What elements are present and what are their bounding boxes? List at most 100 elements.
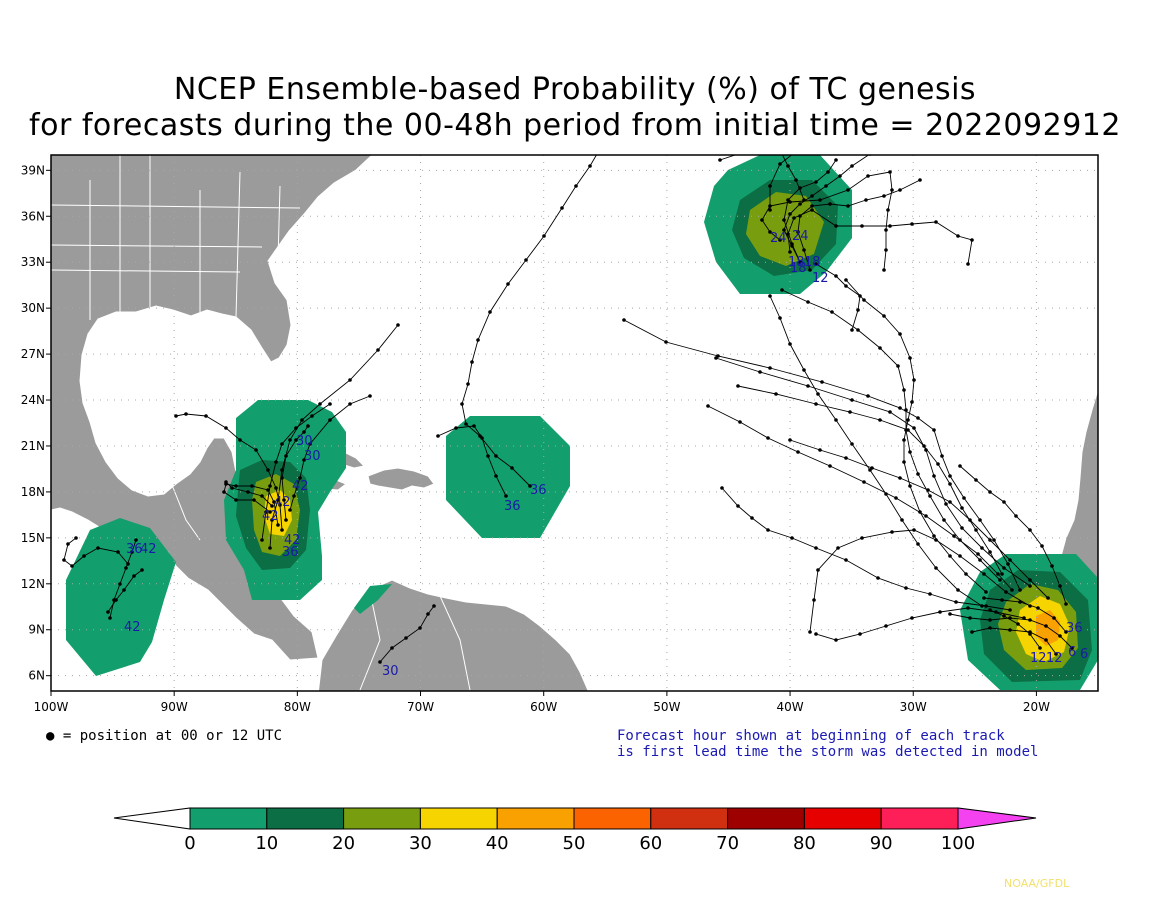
track-position-dot <box>916 542 920 546</box>
track-position-dot <box>830 310 834 314</box>
track-position-dot <box>542 234 546 238</box>
track-position-dot <box>980 604 984 608</box>
storm-track <box>971 627 1057 655</box>
track-position-dot <box>126 562 130 566</box>
track-position-dot <box>798 260 802 264</box>
track-position-dot <box>348 378 352 382</box>
track-position-dot <box>574 184 578 188</box>
track-position-dot <box>988 626 992 630</box>
track-position-dot <box>1008 616 1012 620</box>
track-position-dot <box>1018 588 1022 592</box>
genesis-area-pacific-10 <box>66 518 176 676</box>
hispaniola <box>367 467 435 491</box>
forecast-hour-label: 12 <box>812 271 829 286</box>
credit-label: NOAA/GFDL <box>1004 877 1070 890</box>
storm-track <box>109 539 137 619</box>
track-position-dot <box>1028 578 1032 582</box>
track-position-dot <box>174 414 178 418</box>
track-position-dot <box>510 466 514 470</box>
track-position-dot <box>962 496 966 500</box>
track-position-dot <box>810 194 814 198</box>
track-position-dot <box>936 462 940 466</box>
track-position-dot <box>882 194 886 198</box>
track-position-dot <box>862 298 866 302</box>
track-position-dot <box>274 460 278 464</box>
track-position-dot <box>928 494 932 498</box>
colorbar-label: 30 <box>409 833 432 854</box>
latitude-label: 39N <box>21 163 45 177</box>
forecast-hour-label: 30 <box>296 434 313 449</box>
genesis-area-colombia-10 <box>354 584 392 614</box>
track-position-dot <box>378 660 382 664</box>
track-position-dot <box>124 566 128 570</box>
track-position-dot <box>810 204 814 208</box>
track-position-dot <box>766 436 770 440</box>
track-position-dot <box>454 426 458 430</box>
colorbar-swatch <box>189 807 268 830</box>
track-position-dot <box>1002 500 1006 504</box>
track-position-dot <box>766 528 770 532</box>
track-position-dot <box>222 490 226 494</box>
track-position-dot <box>928 592 932 596</box>
track-position-dot <box>960 506 964 510</box>
track-position-dot <box>856 308 860 312</box>
track-position-dot <box>1006 562 1010 566</box>
track-position-dot <box>224 480 228 484</box>
track-position-dot <box>862 480 866 484</box>
forecast-hour-label: 36 <box>1066 621 1083 636</box>
colorbar-labels: 0 10 20 30 40 50 60 70 80 90 100 <box>184 833 975 854</box>
track-position-dot <box>204 414 208 418</box>
track-position-dot <box>870 466 874 470</box>
track-position-dot <box>280 442 284 446</box>
storm-track <box>623 319 1021 591</box>
track-position-dot <box>466 382 470 386</box>
track-position-dot <box>748 148 752 152</box>
track-position-dot <box>132 574 136 578</box>
track-position-dot <box>834 158 838 162</box>
colorbar-swatch <box>496 807 575 830</box>
track-position-dot <box>988 538 992 542</box>
track-position-dot <box>984 590 988 594</box>
track-position-dot <box>824 184 828 188</box>
longitude-label: 60W <box>530 700 557 714</box>
track-position-dot <box>738 420 742 424</box>
track-position-dot <box>912 426 916 430</box>
track-position-dot <box>866 174 870 178</box>
track-position-dot <box>778 148 782 152</box>
track-position-dot <box>768 184 772 188</box>
longitude-labels: 100W 90W 80W 70W 60W 50W 40W 30W 20W <box>34 700 1051 714</box>
track-position-dot <box>974 528 978 532</box>
colorbar-swatch <box>727 807 805 830</box>
track-position-dot <box>790 242 794 246</box>
forecast-hour-label: 18 <box>788 255 805 270</box>
latitude-label: 15N <box>21 531 45 545</box>
forecast-hour-label: 24 <box>792 229 809 244</box>
track-position-dot <box>924 514 928 518</box>
track-position-dot <box>834 638 838 642</box>
track-position-dot <box>750 516 754 520</box>
track-position-dot <box>768 208 772 212</box>
track-position-dot <box>978 558 982 562</box>
track-position-dot <box>908 450 912 454</box>
track-position-dot <box>1058 634 1062 638</box>
track-position-dot <box>984 604 988 608</box>
track-position-dot <box>796 148 800 152</box>
track-position-dot <box>348 402 352 406</box>
track-position-dot <box>1038 646 1042 650</box>
track-position-dot <box>888 224 892 228</box>
forecast-hour-label: 24 <box>770 231 787 246</box>
track-position-dot <box>1064 602 1068 606</box>
track-position-dot <box>1052 616 1056 620</box>
track-position-dot <box>932 534 936 538</box>
track-position-dot <box>976 552 980 556</box>
track-position-dot <box>768 230 772 234</box>
track-position-dot <box>306 424 310 428</box>
position-legend-note: ● = position at 00 or 12 UTC <box>46 728 283 744</box>
colorbar-label: 10 <box>255 833 278 854</box>
track-position-dot <box>974 478 978 482</box>
track-position-dot <box>802 248 806 252</box>
latitude-label: 18N <box>21 485 45 499</box>
track-position-dot <box>864 198 868 202</box>
track-position-dot <box>270 518 274 522</box>
track-position-dot <box>960 526 964 530</box>
